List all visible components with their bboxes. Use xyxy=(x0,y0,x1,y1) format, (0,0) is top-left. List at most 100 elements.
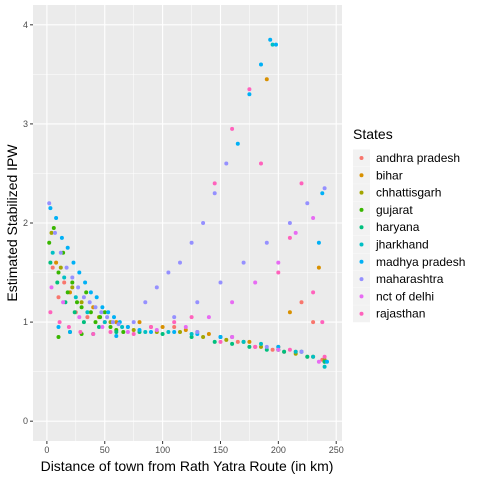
data-point xyxy=(72,310,77,315)
data-point xyxy=(47,201,52,206)
data-point xyxy=(235,141,240,146)
data-point xyxy=(322,364,327,369)
data-point xyxy=(189,332,194,336)
data-point xyxy=(121,330,126,334)
data-point xyxy=(293,349,298,354)
data-point xyxy=(76,285,81,290)
legend-swatch xyxy=(359,173,364,178)
data-point xyxy=(264,344,269,349)
data-point xyxy=(56,270,61,275)
data-point xyxy=(48,260,53,265)
data-point xyxy=(230,300,235,305)
data-point xyxy=(311,354,316,359)
data-point xyxy=(61,300,66,305)
data-point xyxy=(131,328,136,332)
data-point xyxy=(88,290,93,295)
data-point xyxy=(299,300,304,305)
data-point xyxy=(259,161,263,166)
data-point xyxy=(93,305,98,310)
data-point xyxy=(59,235,64,240)
data-point xyxy=(268,37,273,42)
data-point xyxy=(235,339,240,344)
data-point xyxy=(93,320,98,325)
data-point xyxy=(77,270,82,275)
data-point xyxy=(114,330,119,334)
legend-swatch xyxy=(359,225,364,230)
data-point xyxy=(316,359,321,364)
data-point xyxy=(276,270,281,275)
data-point xyxy=(58,265,63,270)
data-point xyxy=(54,260,59,265)
data-point xyxy=(282,349,287,354)
legend-label: nct of delhi xyxy=(376,289,434,303)
y-axis-ticks: 0 1 2 3 4 xyxy=(23,20,33,426)
data-point xyxy=(56,335,61,339)
data-point xyxy=(287,310,292,315)
data-point xyxy=(322,354,327,359)
data-point xyxy=(47,240,52,245)
data-point xyxy=(299,181,304,186)
data-point xyxy=(160,325,165,329)
data-point xyxy=(137,328,142,332)
x-tick-label: 200 xyxy=(271,445,286,455)
data-point xyxy=(183,328,188,332)
data-point xyxy=(264,240,269,245)
data-point xyxy=(166,270,171,275)
data-point xyxy=(253,344,258,349)
data-point xyxy=(276,260,281,265)
data-point xyxy=(91,332,96,336)
data-point xyxy=(81,295,86,300)
data-point xyxy=(116,322,121,327)
legend-swatch xyxy=(359,242,364,247)
data-point xyxy=(50,265,55,270)
data-point xyxy=(218,335,223,339)
data-point xyxy=(325,359,329,364)
data-point xyxy=(154,285,159,290)
data-point xyxy=(195,330,200,334)
data-point xyxy=(70,280,75,285)
x-axis-title: Distance of town from Rath Yatra Route (… xyxy=(41,458,334,474)
data-point xyxy=(120,325,125,329)
data-point xyxy=(65,245,70,250)
grid-major xyxy=(33,5,342,441)
data-point xyxy=(70,275,75,280)
data-point xyxy=(83,280,88,285)
data-point xyxy=(172,325,177,329)
data-point xyxy=(54,216,59,220)
data-point xyxy=(149,325,153,329)
data-point xyxy=(84,290,89,295)
legend-swatch xyxy=(359,207,364,212)
data-point xyxy=(241,339,246,344)
data-point xyxy=(287,347,292,352)
data-point xyxy=(108,325,113,329)
legend-label: bihar xyxy=(376,168,403,182)
data-point xyxy=(287,221,292,225)
data-point xyxy=(102,310,107,315)
data-point xyxy=(206,315,211,320)
data-point xyxy=(71,260,76,265)
data-point xyxy=(149,330,153,334)
data-point xyxy=(189,240,194,245)
data-point xyxy=(65,290,70,295)
data-point xyxy=(270,347,275,352)
x-tick-label: 150 xyxy=(213,445,228,455)
data-point xyxy=(264,347,269,352)
data-point xyxy=(218,339,223,344)
data-point xyxy=(48,310,53,315)
data-point xyxy=(241,260,246,265)
data-point xyxy=(247,339,252,344)
data-point xyxy=(100,305,105,310)
data-point xyxy=(160,332,165,336)
legend-label: haryana xyxy=(376,220,420,234)
data-point xyxy=(212,191,217,196)
data-point xyxy=(230,126,235,131)
data-point xyxy=(73,295,78,300)
data-point xyxy=(259,344,263,349)
data-point xyxy=(247,87,252,92)
data-point xyxy=(99,310,104,315)
data-point xyxy=(230,335,235,339)
data-point xyxy=(100,325,105,329)
data-point xyxy=(299,349,304,354)
data-point xyxy=(94,295,99,300)
